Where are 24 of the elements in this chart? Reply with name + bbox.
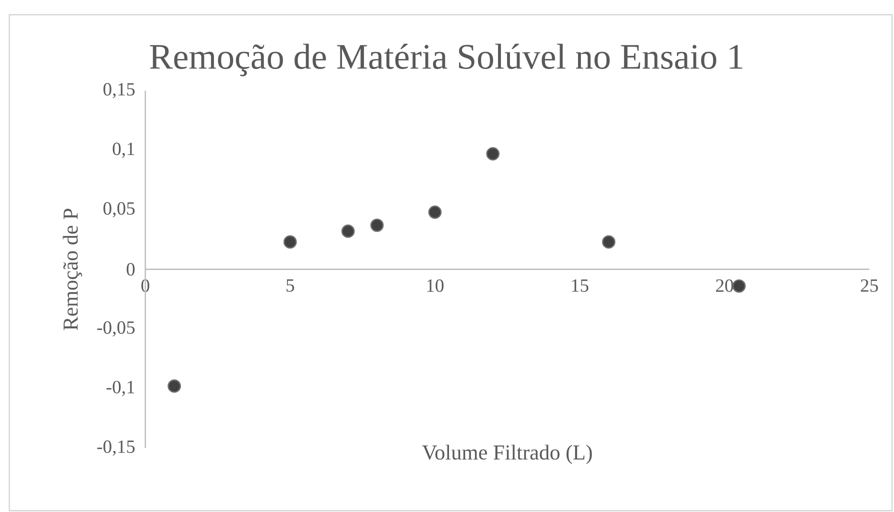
point [370, 218, 384, 232]
y-tick-label: 0,15 [103, 83, 135, 98]
x-tick-label: 20 [716, 279, 734, 292]
chart-title: Remoção de Matéria Solúvel no Ensaio 1 [150, 44, 742, 76]
y-tick-label: 0,05 [103, 202, 135, 218]
x-tick-label: 25 [860, 279, 878, 292]
point [486, 147, 500, 160]
x-tick-label: 10 [427, 279, 444, 292]
point [428, 205, 442, 219]
point [283, 235, 297, 249]
point [341, 224, 355, 238]
x-tick-label: 5 [286, 279, 294, 292]
point [732, 279, 746, 293]
y-tick-label: -0,05 [97, 321, 135, 336]
y-tick-label: -0,15 [97, 440, 135, 456]
y-tick-label: -0,1 [106, 380, 134, 396]
y-tick-label: 0 [126, 263, 135, 276]
y-axis-title: Remoção de P [62, 208, 82, 330]
x-tick-label: 0 [141, 279, 150, 292]
x-axis-title: Volume Filtrado (L) [422, 444, 592, 464]
y-tick-label: 0,1 [112, 142, 134, 158]
point [168, 379, 181, 393]
x-tick-label: 15 [572, 279, 588, 292]
point [602, 235, 616, 249]
